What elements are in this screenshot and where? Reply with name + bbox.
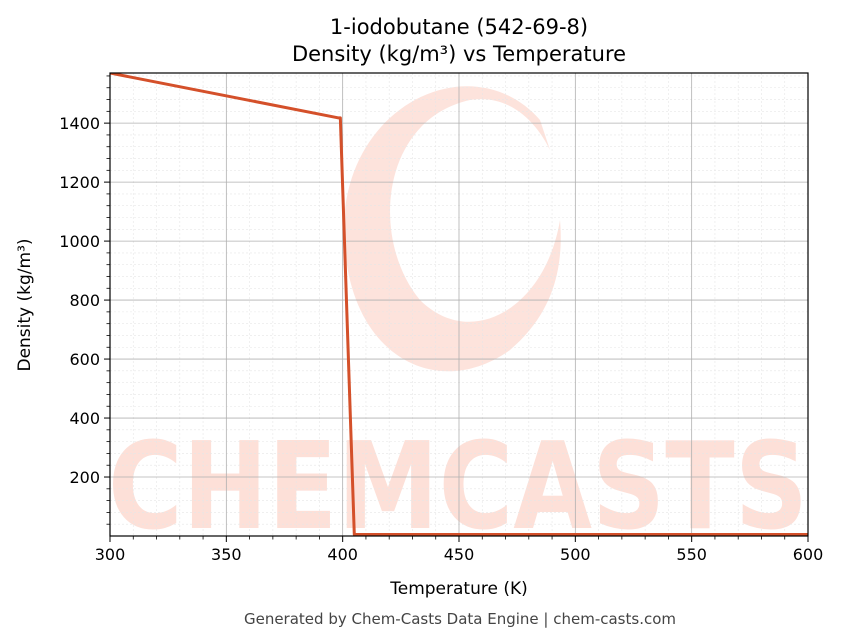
chart-title: 1-iodobutane (542-69-8) (330, 15, 588, 39)
x-axis-label: Temperature (K) (389, 579, 528, 599)
y-tick-label: 1200 (59, 173, 100, 192)
x-tick-label: 600 (793, 545, 824, 564)
y-tick-label: 1000 (59, 232, 100, 251)
major-grid (109, 73, 809, 536)
chart-subtitle: Density (kg/m³) vs Temperature (292, 42, 626, 66)
y-axis-ticks: 200 400 600 800 1000 1200 1400 (59, 75, 110, 525)
x-tick-label: 350 (211, 545, 242, 564)
y-tick-label: 400 (69, 409, 100, 428)
y-tick-label: 600 (69, 350, 100, 369)
x-axis-ticks: 300 350 400 450 500 550 600 (95, 536, 824, 564)
y-tick-label: 800 (69, 291, 100, 310)
x-tick-label: 400 (327, 545, 358, 564)
watermark-swirl-icon (343, 86, 561, 372)
x-tick-label: 300 (95, 545, 126, 564)
y-tick-label: 200 (69, 468, 100, 487)
density-series (110, 73, 808, 536)
y-axis-label: Density (kg/m³) (15, 238, 35, 371)
x-tick-label: 450 (444, 545, 475, 564)
chemcasts-watermark: CHEMCASTS (110, 86, 808, 536)
x-tick-label: 500 (560, 545, 591, 564)
y-tick-label: 1400 (59, 114, 100, 133)
x-tick-label: 550 (676, 545, 707, 564)
density-line (110, 73, 808, 536)
footer-credit: Generated by Chem-Casts Data Engine | ch… (244, 610, 676, 628)
